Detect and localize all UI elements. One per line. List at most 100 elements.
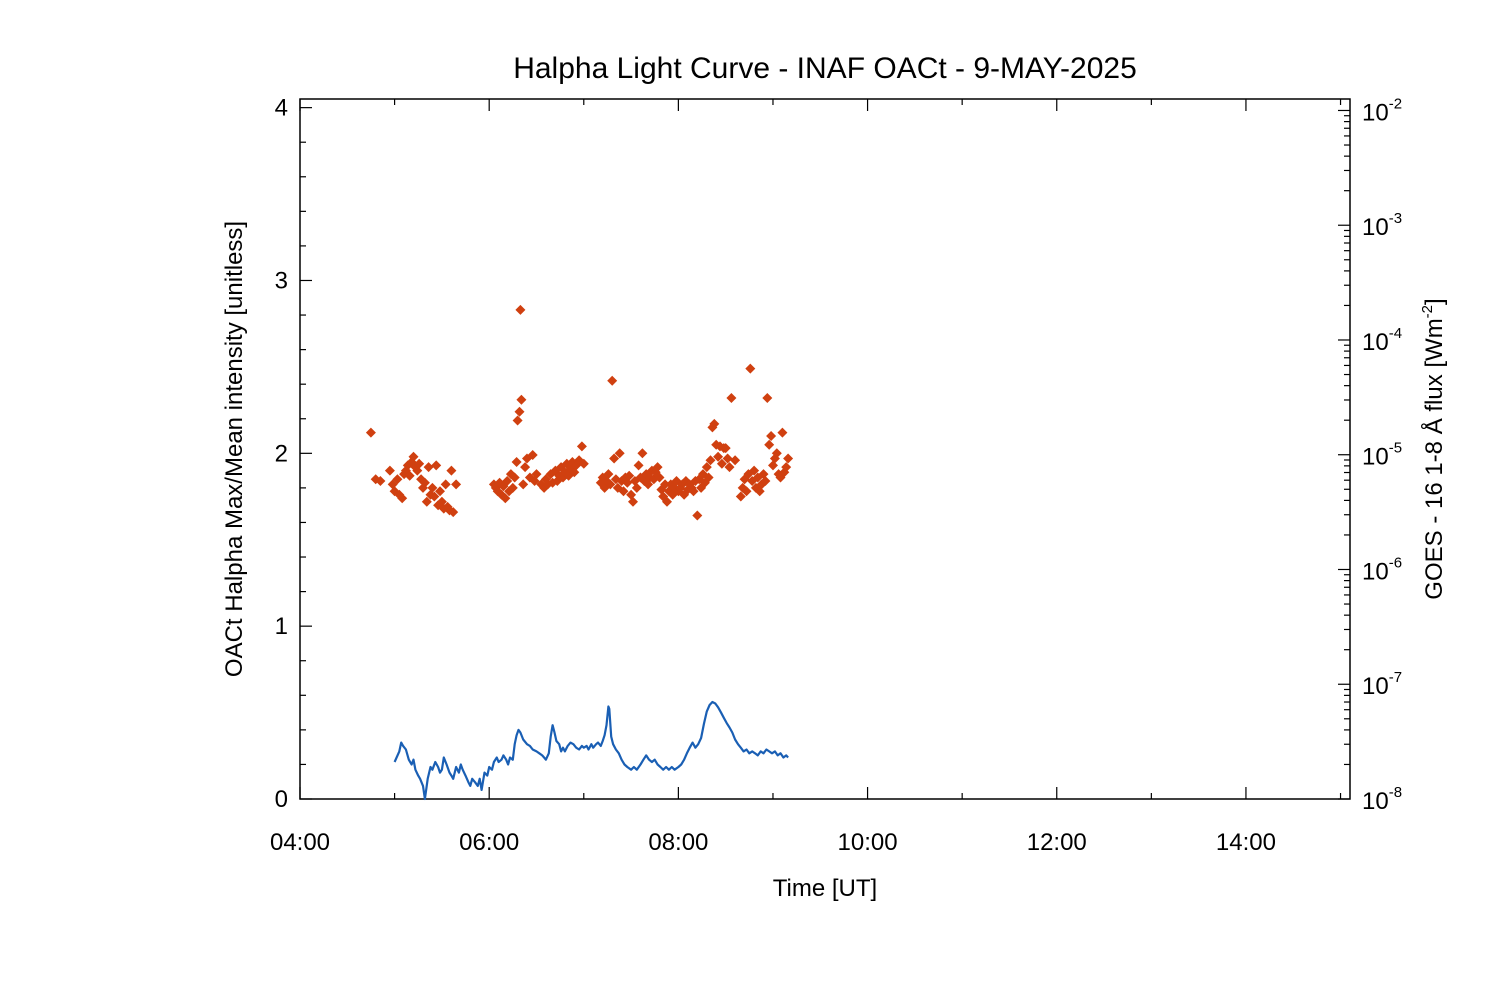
halpha-point [605,479,616,490]
halpha-point [607,375,618,386]
halpha-point [384,465,395,476]
halpha-point [701,462,712,473]
halpha-point [500,493,511,504]
halpha-point [713,451,724,462]
halpha-point [514,406,525,417]
halpha-point [654,472,665,483]
x-axis-label: Time [UT] [773,875,877,902]
halpha-point [440,479,451,490]
plot-frame [299,98,1351,800]
halpha-point [726,393,737,403]
y2-axis-label-close: ] [1421,298,1448,305]
y2-tick-label: 10-4 [1362,325,1402,356]
halpha-point [705,455,716,466]
halpha-point [435,486,445,497]
halpha-point [764,439,775,450]
halpha-point [762,393,773,403]
halpha-point [365,427,376,438]
halpha-point [781,462,792,473]
x-axis: 04:00 06:00 08:00 10:00 12:00 14:00 [270,99,1342,856]
halpha-point [421,496,432,507]
halpha-point [429,491,440,502]
halpha-point [660,479,671,490]
halpha-point [662,496,672,507]
halpha-point [637,448,648,459]
halpha-point [741,486,752,497]
halpha-point [505,469,516,480]
chart-title: Halpha Light Curve - INAF OACt - 9-MAY-2… [513,52,1137,85]
halpha-point [404,470,415,481]
halpha-point [749,465,760,476]
halpha-point [716,458,727,469]
x-tick-label: 10:00 [838,829,898,856]
halpha-point [507,482,518,493]
halpha-point [576,441,587,452]
halpha-point [754,486,765,497]
y-axis-left: 0 1 2 3 4 [275,95,312,813]
y-tick-label: 0 [275,786,288,813]
halpha-point [628,496,638,507]
halpha-point [618,486,629,497]
halpha-point [652,462,663,473]
halpha-point [419,477,430,488]
halpha-point [603,469,614,480]
halpha-point [527,450,538,460]
halpha-point [502,476,513,486]
halpha-point [444,505,455,516]
x-tick-label: 04:00 [270,829,330,856]
y2-tick-label: 10-2 [1362,95,1402,126]
y-tick-label: 1 [275,613,288,640]
halpha-point [392,474,403,485]
y2-tick-label: 10-3 [1362,210,1402,241]
y2-tick-label: 10-5 [1362,440,1402,471]
halpha-point [722,453,733,464]
halpha-point [431,460,442,471]
x-tick-label: 06:00 [459,829,519,856]
halpha-point [692,510,703,521]
halpha-point [427,482,438,493]
y2-tick-label: 10-6 [1362,554,1402,585]
halpha-point [745,363,756,374]
y2-axis-label: GOES - 16 1-8 Å flux [Wm-2] [1419,298,1448,599]
halpha-point [451,479,462,490]
halpha-intensity-series [365,304,794,521]
halpha-point [730,455,741,466]
halpha-point [512,415,523,426]
halpha-point [709,418,720,429]
y2-tick-label: 10-8 [1362,784,1402,815]
halpha-point [735,491,746,502]
halpha-point [777,427,788,438]
halpha-point [578,458,589,469]
goes-flux-series [393,700,789,801]
halpha-point [783,453,794,464]
y2-axis-label-sup: -2 [1419,305,1436,318]
halpha-point [408,451,419,462]
halpha-point [515,304,526,315]
halpha-point [511,457,522,467]
halpha-point [509,472,520,483]
halpha-point [516,394,527,405]
y2-axis-label-main: GOES - 16 1-8 Å flux [Wm [1420,318,1448,599]
halpha-point [703,472,714,483]
halpha-point [520,462,531,473]
halpha-point [414,458,425,469]
halpha-point [766,431,777,441]
y-axis-label: OACt Halpha Max/Mean intensity [unitless… [221,221,248,677]
halpha-point [446,465,457,476]
halpha-point [375,476,386,486]
y2-tick-label: 10-7 [1362,669,1402,700]
halpha-point [724,462,735,473]
halpha-point [531,469,542,480]
halpha-point [448,507,459,518]
halpha-point [771,448,782,459]
y-tick-label: 2 [275,440,288,467]
halpha-point [633,460,644,471]
halpha-point [624,470,635,481]
goes-flux-line [393,700,789,801]
halpha-point [397,493,408,504]
halpha-point [760,476,771,486]
x-tick-label: 08:00 [648,829,708,856]
halpha-point [518,479,529,490]
halpha-point [688,486,699,497]
